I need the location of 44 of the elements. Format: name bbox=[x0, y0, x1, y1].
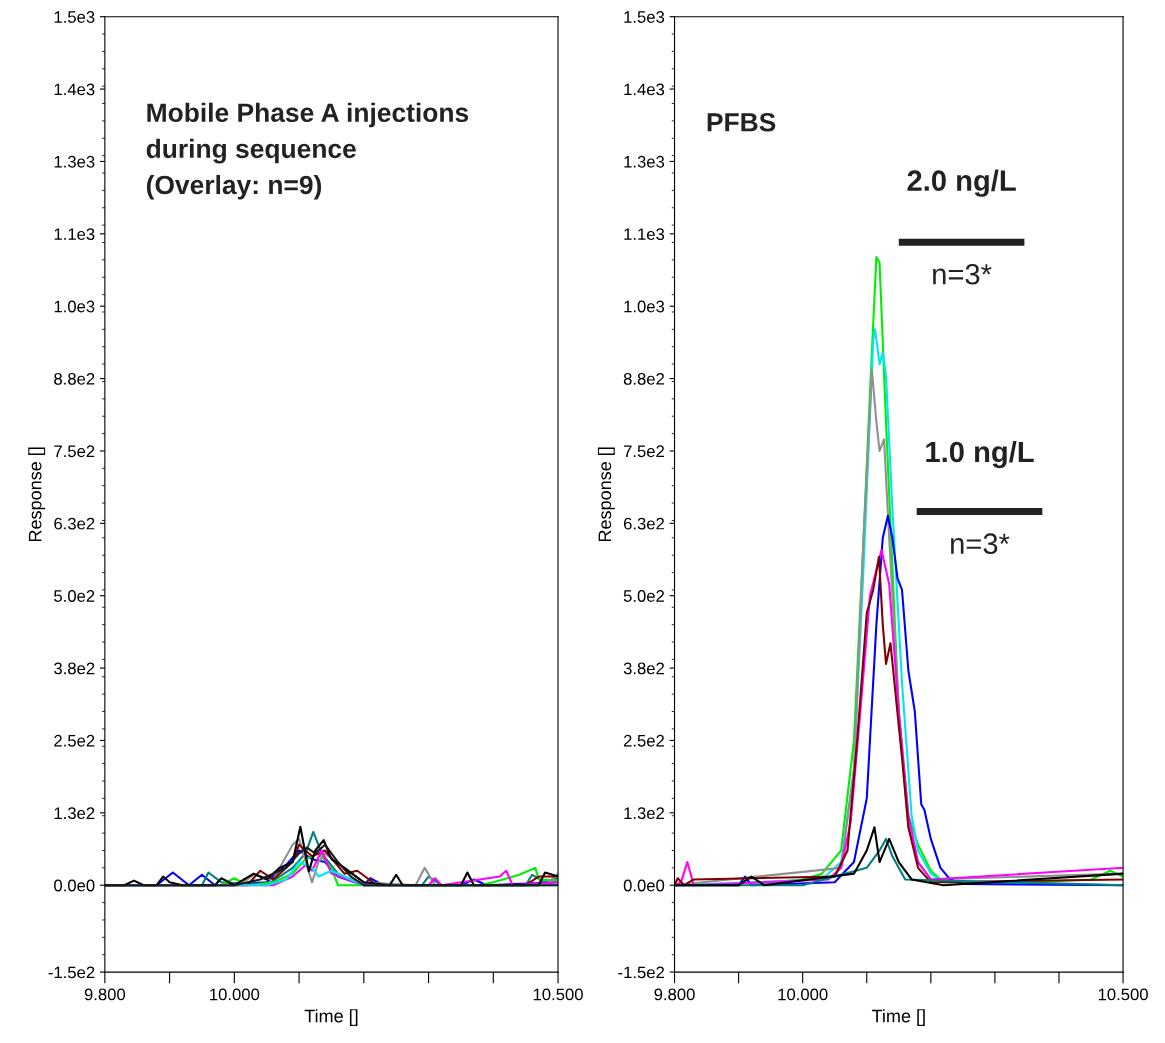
y-tick-label: 1.5e3 bbox=[54, 11, 95, 23]
y-tick-label: 1.4e3 bbox=[624, 83, 665, 96]
x-tick-label: 9.800 bbox=[84, 988, 126, 1001]
y-tick-label: 1.0e3 bbox=[624, 300, 665, 313]
y-axis-title: Response [] bbox=[597, 447, 615, 542]
y-tick-label: 1.1e3 bbox=[54, 228, 95, 241]
y-tick-label: 7.5e2 bbox=[623, 445, 664, 458]
annotation: PFBS bbox=[707, 112, 776, 132]
x-axis-title: Time [] bbox=[871, 1009, 925, 1026]
y-tick-label: 1.3e2 bbox=[624, 807, 664, 820]
annotation: n=3* bbox=[933, 263, 992, 285]
y-tick-label: 2.5e2 bbox=[54, 734, 95, 747]
x-tick-label: 10.500 bbox=[533, 988, 583, 1001]
annotation: Mobile Phase A injections during sequence (Overlay: n=9) bbox=[146, 102, 469, 200]
x-tick-label: 10.000 bbox=[778, 988, 828, 1001]
y-tick-label: 1.3e3 bbox=[54, 155, 95, 168]
annotation: 1.0 ng/L bbox=[926, 440, 1034, 469]
y-tick-label: 6.3e2 bbox=[54, 517, 95, 530]
y-tick-label: 7.5e2 bbox=[54, 445, 95, 458]
y-tick-label: -1.5e2 bbox=[618, 966, 664, 979]
y-axis-title: Response [] bbox=[28, 447, 46, 542]
y-tick-label: 1.3e3 bbox=[624, 155, 665, 168]
y-tick-label: 6.3e2 bbox=[623, 517, 664, 530]
y-tick-label: 0.0e0 bbox=[623, 879, 665, 892]
y-tick-label: 8.8e2 bbox=[54, 372, 95, 385]
y-tick-label: 0.0e0 bbox=[54, 879, 95, 892]
y-tick-label: 8.8e2 bbox=[623, 372, 664, 385]
y-tick-label: -1.5e2 bbox=[48, 966, 95, 979]
y-tick-label: 3.8e2 bbox=[54, 662, 95, 675]
y-tick-label: 1.1e3 bbox=[624, 228, 665, 241]
y-tick-label: 1.3e2 bbox=[54, 807, 95, 820]
y-tick-label: 5.0e2 bbox=[54, 590, 95, 602]
y-tick-label: 5.0e2 bbox=[623, 590, 664, 602]
x-tick-label: 10.500 bbox=[1098, 988, 1148, 1001]
x-axis-title: Time [] bbox=[304, 1009, 358, 1026]
y-tick-label: 1.5e3 bbox=[624, 11, 665, 23]
y-tick-label: 3.8e2 bbox=[623, 662, 664, 675]
y-tick-label: 1.4e3 bbox=[54, 83, 95, 96]
annotation: 2.0 ng/L bbox=[907, 169, 1016, 197]
x-tick-label: 9.800 bbox=[654, 988, 695, 1001]
y-tick-label: 2.5e2 bbox=[623, 734, 664, 747]
annotation: n=3* bbox=[951, 533, 1010, 555]
y-tick-label: 1.0e3 bbox=[54, 300, 95, 313]
x-tick-label: 10.000 bbox=[210, 988, 260, 1001]
